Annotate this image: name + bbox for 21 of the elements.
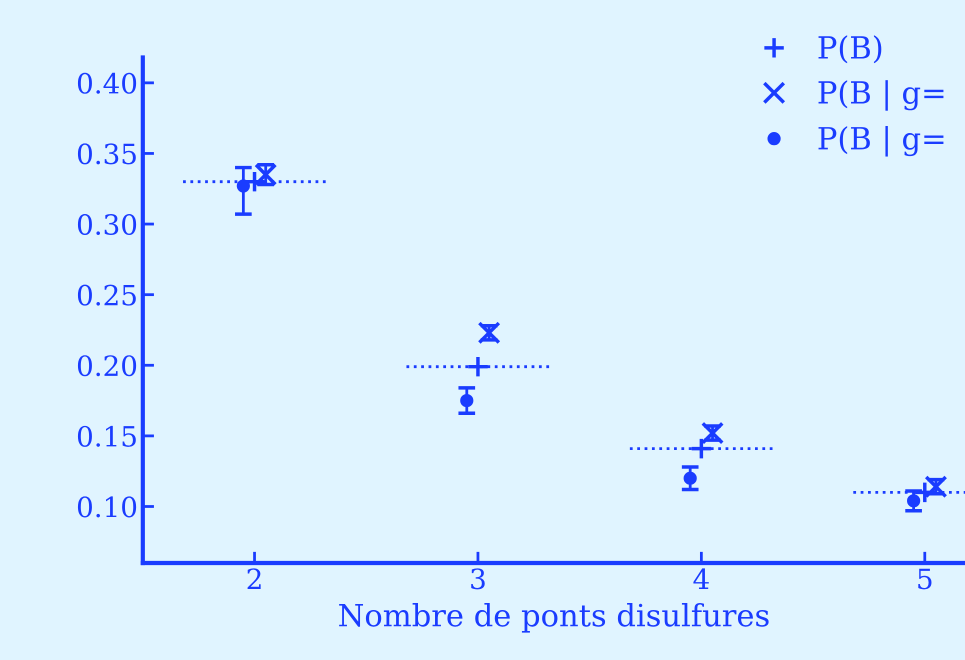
y-tick-label: 0.35 xyxy=(78,143,136,164)
point xyxy=(466,355,490,378)
y-tick-label: 0.40 xyxy=(78,72,136,94)
legend-label: P(B | g= xyxy=(818,126,944,157)
y-tick-label: 0.30 xyxy=(78,214,136,236)
legend-label: P(B | g= xyxy=(818,80,944,111)
y-tick-label: 0.20 xyxy=(78,355,136,376)
x-tick-label: 5 xyxy=(918,568,932,590)
x-tick-label: 4 xyxy=(693,568,709,589)
legend-label: P(B) xyxy=(818,35,882,64)
point xyxy=(478,321,501,344)
point xyxy=(684,472,697,485)
x-axis-title: Nombre de ponts disulfures xyxy=(339,603,769,633)
x-tick-label: 3 xyxy=(471,568,485,590)
y-tick-label: 0.15 xyxy=(78,426,136,447)
point xyxy=(236,179,250,193)
x-tick-label: 2 xyxy=(248,568,261,589)
point xyxy=(460,394,474,408)
point xyxy=(907,494,920,508)
y-tick-label: 0.10 xyxy=(78,496,136,518)
y-tick-label: 0.25 xyxy=(78,284,136,306)
